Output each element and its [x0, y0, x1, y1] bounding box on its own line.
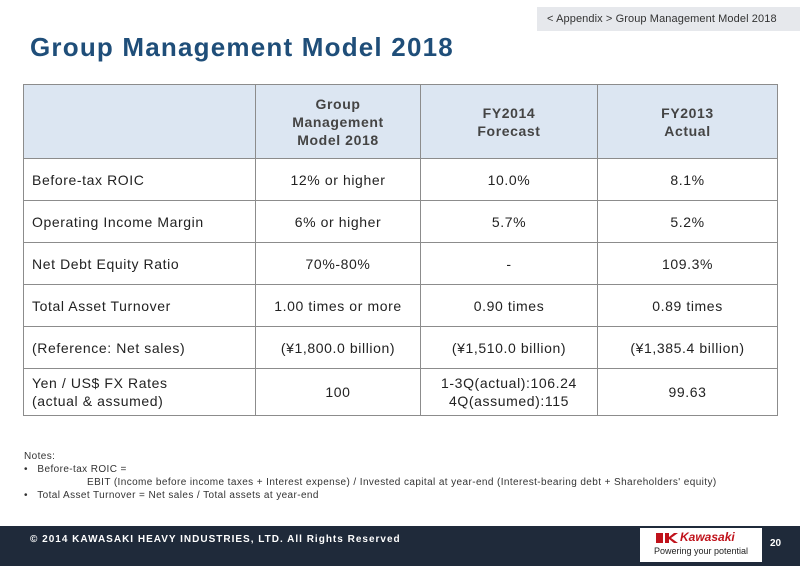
- note-roic-formula: EBIT (Income before income taxes + Inter…: [87, 477, 717, 488]
- notes-heading: Notes:: [24, 451, 56, 462]
- row-label: (Reference: Net sales): [23, 326, 256, 369]
- table-header-row: Group Management Model 2018 FY2014 Forecast…: [23, 84, 778, 159]
- breadcrumb: < Appendix > Group Management Model 2018: [537, 7, 800, 31]
- cell-model: 6% or higher: [255, 200, 421, 243]
- copyright: © 2014 KAWASAKI HEAVY INDUSTRIES, LTD. A…: [30, 534, 401, 545]
- notes: Notes: • Before-tax ROIC = EBIT (Income …: [24, 450, 717, 502]
- cell-model: 100: [255, 368, 421, 416]
- row-label: Yen / US$ FX Rates (actual & assumed): [23, 368, 256, 416]
- page-number: 20: [770, 538, 782, 549]
- cell-model: 70%-80%: [255, 242, 421, 285]
- cell-model: 1.00 times or more: [255, 284, 421, 327]
- table-row: Before-tax ROIC 12% or higher 10.0% 8.1%: [23, 158, 778, 201]
- table-row: Total Asset Turnover 1.00 times or more …: [23, 284, 778, 327]
- cell-fy2013: (¥1,385.4 billion): [597, 326, 778, 369]
- note-roic: • Before-tax ROIC =: [24, 464, 127, 475]
- note-asset-turnover: • Total Asset Turnover = Net sales / Tot…: [24, 490, 319, 501]
- cell-fy2014: 5.7%: [420, 200, 598, 243]
- cell-fy2013: 99.63: [597, 368, 778, 416]
- cell-fy2014: (¥1,510.0 billion): [420, 326, 598, 369]
- row-label: Net Debt Equity Ratio: [23, 242, 256, 285]
- cell-fy2013: 109.3%: [597, 242, 778, 285]
- header-cell-fy2014: FY2014 Forecast: [420, 84, 598, 159]
- cell-fy2014: 0.90 times: [420, 284, 598, 327]
- header-cell-fy2013: FY2013 Actual: [597, 84, 778, 159]
- cell-fy2014: -: [420, 242, 598, 285]
- cell-model: (¥1,800.0 billion): [255, 326, 421, 369]
- cell-model: 12% or higher: [255, 158, 421, 201]
- row-label: Before-tax ROIC: [23, 158, 256, 201]
- cell-fy2013: 8.1%: [597, 158, 778, 201]
- cell-fy2014: 1-3Q(actual):106.24 4Q(assumed):115: [420, 368, 598, 416]
- cell-fy2014: 10.0%: [420, 158, 598, 201]
- table-row: Yen / US$ FX Rates (actual & assumed) 100…: [23, 368, 778, 416]
- table-row: Net Debt Equity Ratio 70%-80% - 109.3%: [23, 242, 778, 285]
- logo-tagline: Powering your potential: [654, 546, 749, 556]
- cell-fy2013: 5.2%: [597, 200, 778, 243]
- row-label: Total Asset Turnover: [23, 284, 256, 327]
- row-label: Operating Income Margin: [23, 200, 256, 243]
- kawasaki-k-icon: [656, 533, 678, 543]
- kawasaki-logo: Kawasaki Powering your potential: [640, 528, 762, 562]
- header-cell-blank: [23, 84, 256, 159]
- page-title: Group Management Model 2018: [30, 32, 454, 62]
- table-row: (Reference: Net sales) (¥1,800.0 billion…: [23, 326, 778, 369]
- table-row: Operating Income Margin 6% or higher 5.7…: [23, 200, 778, 243]
- cell-fy2013: 0.89 times: [597, 284, 778, 327]
- kpi-table: Group Management Model 2018 FY2014 Forecast…: [23, 84, 778, 416]
- logo-name: Kawasaki: [680, 530, 735, 544]
- header-cell-model: Group Management Model 2018: [255, 84, 421, 159]
